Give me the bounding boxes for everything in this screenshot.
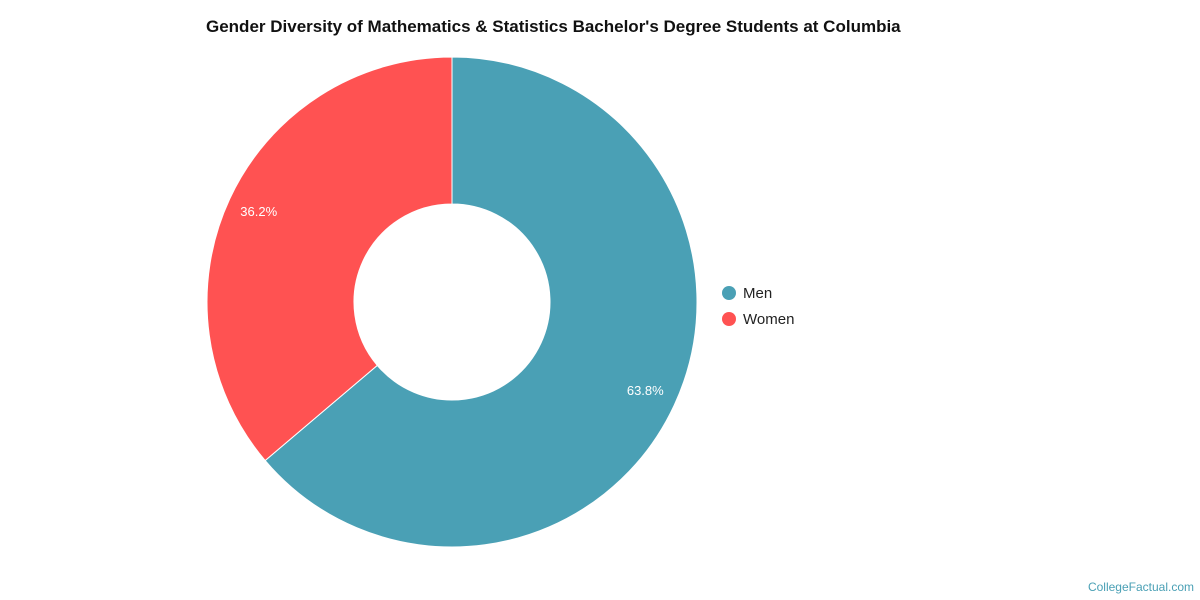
legend-swatch-women — [722, 312, 736, 326]
legend-swatch-men — [722, 286, 736, 300]
legend-label-women: Women — [743, 310, 795, 328]
chart-legend: Men Women — [722, 280, 794, 332]
chart-title: Gender Diversity of Mathematics & Statis… — [206, 17, 901, 36]
legend-label-men: Men — [743, 284, 773, 302]
source-credit[interactable]: CollegeFactual.com — [1087, 580, 1194, 594]
legend-item-men[interactable]: Men — [722, 280, 794, 306]
slice-women[interactable] — [206, 56, 453, 462]
legend-item-women[interactable]: Women — [722, 306, 794, 332]
slice-men[interactable] — [264, 56, 698, 548]
slice-label-women: 36.2% — [240, 204, 277, 219]
slice-label-men: 63.8% — [627, 383, 664, 398]
